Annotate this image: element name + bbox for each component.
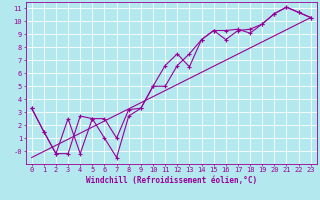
X-axis label: Windchill (Refroidissement éolien,°C): Windchill (Refroidissement éolien,°C) (86, 176, 257, 185)
